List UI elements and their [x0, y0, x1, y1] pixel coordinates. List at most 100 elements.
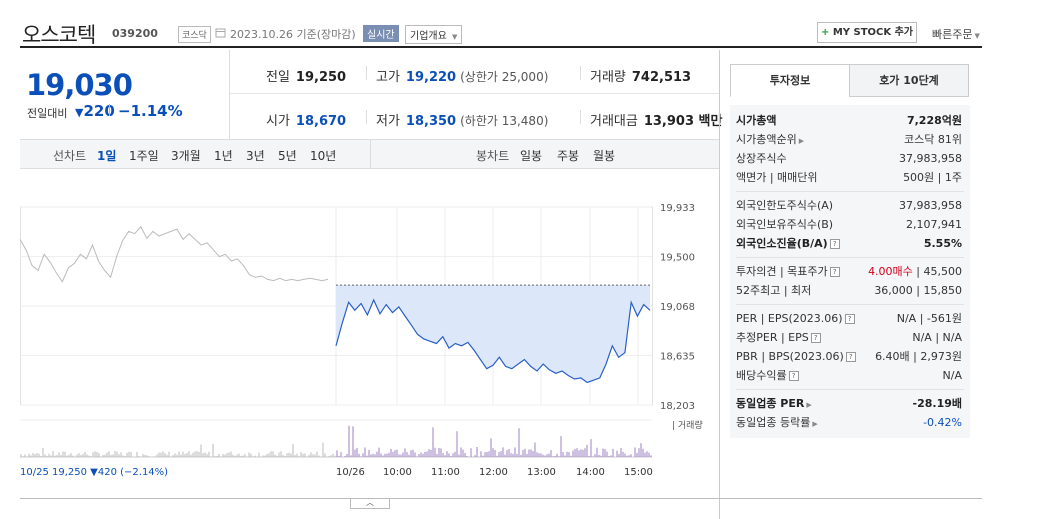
candle-daily[interactable]: 일봉: [520, 149, 543, 163]
foreign-limit-value: 37,983,958: [899, 199, 962, 212]
price-area: [336, 285, 650, 383]
info-group-foreign: 외국인한도주식수(A) 37,983,958 외국인보유주식수(B) 2,107,9…: [736, 192, 964, 258]
period-1d[interactable]: 1일: [97, 149, 117, 163]
chart-toolbar: 선차트 1일 1주일 3개월 1년 3년 5년 10년 봉차트 일봉 주봉 월봉: [20, 140, 720, 169]
prev-close: 전일 19,250: [266, 66, 346, 85]
divider: [580, 110, 581, 124]
info-group-sector: 동일업종 PER ▶ -28.19배 동일업종 등락률 ▶ -0.42%: [736, 390, 964, 436]
intraday-chart[interactable]: 19,933 19,500 19,068 18,635 18,203 | 거래량 10/26…: [20, 195, 720, 515]
prev-day-line: [20, 225, 329, 283]
52w-value: 36,000 | 15,850: [874, 284, 962, 297]
info-group-market: 시가총액 7,228억원 시가총액순위 ▶ 코스닥 81위 상장주식수 37,983,9…: [736, 107, 964, 192]
period-5y[interactable]: 5년: [278, 149, 297, 163]
panel-divider: [719, 50, 720, 519]
divider: [366, 110, 367, 124]
x-tick-label: 12:00: [479, 467, 508, 478]
y-tick-label: 18,635: [660, 352, 695, 363]
open-price: 시가 18,670: [266, 110, 346, 129]
current-price: 19,030: [26, 68, 133, 102]
info-key: PBR | BPS(2023.06)?: [736, 347, 856, 366]
low-price: 저가 18,350 (하한가 13,480): [376, 110, 548, 129]
info-key: 추정PER | EPS?: [736, 328, 821, 347]
candle-weekly[interactable]: 주봉: [557, 149, 580, 163]
period-1w[interactable]: 1주일: [129, 149, 159, 163]
low-value: 18,350: [405, 114, 457, 129]
info-row-market-cap-rank[interactable]: 시가총액순위 ▶ 코스닥 81위: [736, 130, 964, 149]
target-price: | 45,500: [916, 265, 962, 278]
chevron-right-icon: ▶: [798, 137, 805, 145]
amount-label: 거래대금: [590, 114, 638, 129]
dividend-label: 배당수익률: [736, 369, 787, 382]
opinion-value: 4.00매수: [868, 265, 913, 278]
open-value: 18,670: [295, 114, 347, 129]
x-tick-label: 10/26: [336, 467, 365, 478]
y-tick-label: 18,203: [660, 401, 695, 412]
info-row-opinion: 투자의견 | 목표주가? 4.00매수 | 45,500: [736, 262, 964, 281]
help-icon[interactable]: ?: [844, 314, 855, 324]
collapse-button[interactable]: ︿: [350, 499, 390, 509]
stock-name: 오스코텍: [22, 23, 96, 47]
y-tick-label: 19,068: [660, 302, 695, 313]
foreign-held-label: 외국인보유주식수(B): [736, 218, 834, 231]
change-amount: 220: [83, 102, 115, 120]
info-row-sector-per[interactable]: 동일업종 PER ▶ -28.19배: [736, 394, 964, 413]
shares-value: 37,983,958: [899, 152, 962, 165]
x-tick-label: 10:00: [383, 467, 412, 478]
opinion-label: 투자의견 | 목표주가: [736, 265, 828, 278]
help-icon[interactable]: ?: [845, 352, 856, 362]
stats-row-1: 전일 19,250 고가 19,220 (상한가 25,000) 거래량 742,513: [230, 50, 720, 94]
high-label: 고가: [376, 70, 400, 85]
info-table: 시가총액 7,228억원 시가총액순위 ▶ 코스닥 81위 상장주식수 37,983,9…: [730, 105, 970, 438]
rank-label: 시가총액순위: [736, 133, 797, 146]
est-per-value: N/A | N/A: [912, 331, 962, 344]
period-3y[interactable]: 3년: [246, 149, 265, 163]
y-tick-label: 19,933: [660, 203, 695, 214]
info-row-per: PER | EPS(2023.06)? N/A | -561원: [736, 309, 964, 328]
info-row-par-value: 액면가 | 매매단위 500원 | 1주: [736, 168, 964, 187]
down-triangle-icon: ▼: [75, 106, 84, 119]
info-value: 4.00매수 | 45,500: [868, 262, 962, 281]
52w-label: 52주최고 | 최저: [736, 284, 812, 297]
tab-investment-info[interactable]: 투자정보: [730, 64, 850, 97]
help-icon[interactable]: ?: [810, 333, 821, 343]
help-icon[interactable]: ?: [829, 267, 840, 277]
corp-overview-dropdown[interactable]: 기업개요 ▼: [405, 25, 463, 44]
candle-monthly[interactable]: 월봉: [593, 149, 616, 163]
help-icon[interactable]: ?: [829, 239, 840, 249]
chart-svg: 19,933 19,500 19,068 18,635 18,203 | 거래량 10/26…: [20, 203, 703, 478]
sector-per-value: -28.19배: [912, 397, 962, 410]
prev-close-label: 전일: [266, 70, 290, 85]
prev-day-legend: 10/25 19,250 ▼420 (−2.14%): [20, 467, 168, 478]
x-tick-label: 14:00: [576, 467, 605, 478]
bottom-border: [20, 498, 982, 499]
info-row-est-per: 추정PER | EPS? N/A | N/A: [736, 328, 964, 347]
help-icon[interactable]: ?: [788, 371, 799, 381]
info-value: -28.19배: [913, 394, 962, 413]
par-label: 액면가 | 매매단위: [736, 171, 818, 184]
est-per-label: 추정PER | EPS: [736, 331, 809, 344]
market-cap-label: 시가총액: [736, 114, 777, 127]
info-group-valuation: PER | EPS(2023.06)? N/A | -561원 추정PER | E…: [736, 305, 964, 390]
add-mystock-button[interactable]: + MY STOCK 추가: [817, 22, 917, 43]
per-value: N/A | -561원: [896, 312, 962, 325]
quick-order-dropdown[interactable]: 빠른주문 ▼: [932, 26, 980, 42]
info-key: 동일업종 등락률 ▶: [736, 413, 818, 434]
info-value: 7,228억원: [907, 111, 962, 130]
period-10y[interactable]: 10년: [310, 149, 337, 163]
tab-order-book[interactable]: 호가 10단계: [849, 64, 969, 97]
period-1y[interactable]: 1년: [214, 149, 233, 163]
foreign-ratio-value: 5.55%: [923, 237, 962, 250]
open-label: 시가: [266, 114, 290, 129]
pbr-value: 6.40배 | 2,973원: [875, 350, 962, 363]
volume-value: 742,513: [631, 70, 692, 85]
candle-chart-label: 봉차트: [476, 149, 510, 163]
info-row-shares: 상장주식수 37,983,958: [736, 149, 964, 168]
info-row-sector-change[interactable]: 동일업종 등락률 ▶ -0.42%: [736, 413, 964, 432]
foreign-limit-label: 외국인한도주식수(A): [736, 199, 834, 212]
realtime-button[interactable]: 실시간: [363, 25, 399, 42]
amount-value: 13,903 백만: [643, 114, 723, 129]
info-key: PER | EPS(2023.06)?: [736, 309, 855, 328]
info-group-opinion: 투자의견 | 목표주가? 4.00매수 | 45,500 52주최고 | 최저 36…: [736, 258, 964, 305]
period-3m[interactable]: 3개월: [171, 149, 201, 163]
line-chart-label: 선차트: [53, 149, 87, 163]
